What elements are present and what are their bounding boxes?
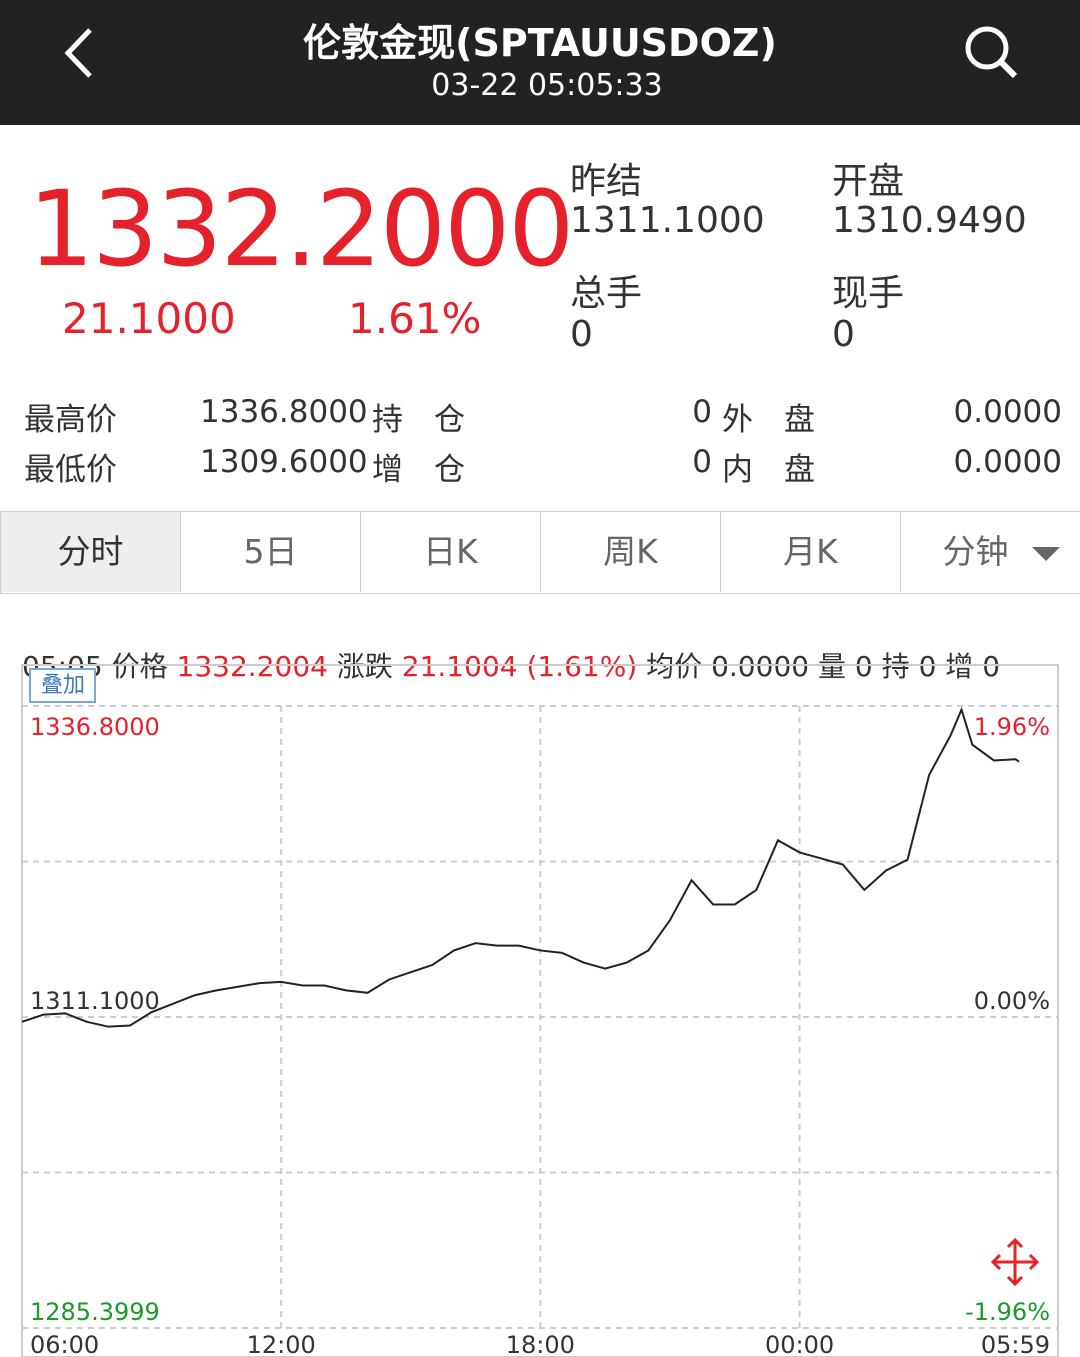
x-tick-label: 00:00	[765, 1331, 834, 1357]
chart: 叠加 1285.3999 1311.1000 1336.8000 -1.96% 0.00…	[21, 664, 1059, 1357]
stats-cell: 内 盘	[722, 452, 815, 488]
info-item: 0	[918, 650, 937, 683]
tab[interactable]: 月K	[721, 512, 901, 592]
stats-cell: 1336.8000	[200, 394, 368, 430]
chart-frame	[21, 664, 1059, 1357]
overlay-button[interactable]	[29, 668, 96, 703]
stats-cell: 0	[692, 394, 712, 430]
info-item: 价格	[111, 650, 168, 683]
y-tick-label: 1285.3999	[30, 1298, 160, 1326]
price-line	[21, 706, 1020, 1028]
x-tick-label: 12:00	[247, 1331, 316, 1357]
dropdown-arrow	[1032, 547, 1060, 561]
info-item: 涨跌	[336, 650, 393, 683]
price-change: 21.1000	[62, 294, 236, 343]
y2-tick-label: 1.96%	[974, 713, 1050, 741]
x-tick-label: 05:59	[981, 1331, 1050, 1357]
stats-cell: 0.0000	[953, 444, 1062, 480]
price-change-pct: 1.61%	[348, 294, 482, 343]
info-item: 1332.2004	[176, 650, 328, 683]
info-line: 05:05 价格 1332.2004 涨跌 21.1004 (1.61%) 均价…	[22, 612, 1000, 685]
stats-cell: 1309.6000	[200, 444, 368, 480]
search-button[interactable]	[965, 26, 1018, 79]
stats-cell: 增 仓	[372, 452, 465, 488]
stats-cell: 外 盘	[722, 402, 815, 438]
tab-bar	[0, 511, 1080, 594]
info-item: 持	[881, 650, 910, 683]
x-tick-label: 18:00	[506, 1331, 575, 1357]
info-item: 0	[982, 650, 1001, 683]
y2-tick-label: -1.96%	[965, 1298, 1050, 1326]
y-tick-label: 1336.8000	[30, 713, 160, 741]
field-label: 总手	[570, 273, 643, 314]
info-item: 0	[854, 650, 873, 683]
tab[interactable]: 周K	[541, 512, 721, 592]
info-item: 均价	[646, 650, 703, 683]
fullscreen-icon[interactable]	[990, 1237, 1040, 1287]
x-tick-label: 06:00	[30, 1331, 99, 1357]
info-item: 增	[945, 650, 974, 683]
field-label: 开盘	[832, 161, 905, 202]
stats-cell: 最低价	[24, 452, 117, 488]
y2-tick-label: 0.00%	[974, 987, 1050, 1015]
tab[interactable]: 5日	[181, 512, 361, 592]
last-price: 1332.2000	[28, 168, 574, 290]
overlay-button-label: 叠加	[41, 673, 85, 698]
field-value: 0	[570, 314, 593, 355]
y-tick-label: 1311.1000	[30, 987, 160, 1015]
field-label: 昨结	[570, 161, 643, 202]
stats-cell: 持 仓	[372, 402, 465, 438]
tab[interactable]: 分时	[1, 512, 181, 592]
field-value: 1310.9490	[832, 200, 1027, 241]
stats-cell: 0.0000	[953, 394, 1062, 430]
info-item: 21.1004 (1.61%)	[401, 650, 638, 683]
field-value: 0	[832, 314, 855, 355]
header-icons	[64, 26, 1018, 79]
info-item: 0.0000	[711, 650, 810, 683]
back-button[interactable]	[64, 28, 92, 78]
field-label: 现手	[832, 273, 905, 314]
stats-cell: 最高价	[24, 402, 117, 438]
tab[interactable]: 日K	[361, 512, 541, 592]
info-item: 量	[817, 650, 846, 683]
stats-cell: 0	[692, 444, 712, 480]
title: 伦敦金现(SPTAUUSDOZ)	[303, 21, 777, 65]
header-bar: 伦敦金现(SPTAUUSDOZ) 03-22 05:05:33	[0, 0, 1080, 125]
timestamp: 03-22 05:05:33	[431, 68, 663, 103]
tab[interactable]: 分钟	[942, 532, 1009, 571]
field-value: 1311.1000	[570, 200, 765, 241]
